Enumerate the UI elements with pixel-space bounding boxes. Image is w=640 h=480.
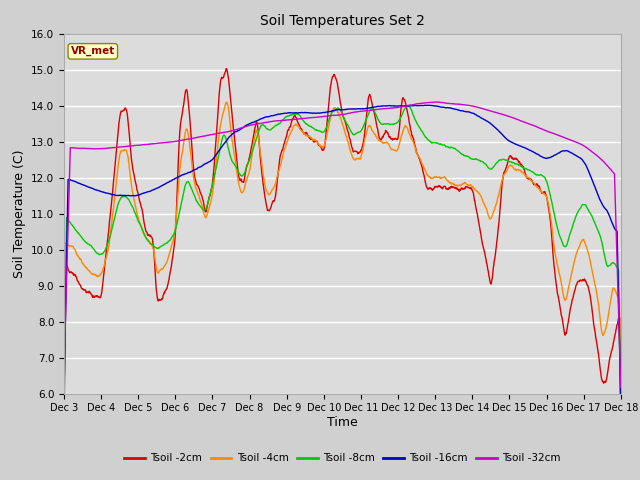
Legend: Tsoil -2cm, Tsoil -4cm, Tsoil -8cm, Tsoil -16cm, Tsoil -32cm: Tsoil -2cm, Tsoil -4cm, Tsoil -8cm, Tsoi…	[120, 449, 564, 468]
Y-axis label: Soil Temperature (C): Soil Temperature (C)	[13, 149, 26, 278]
Text: VR_met: VR_met	[70, 46, 115, 57]
Title: Soil Temperatures Set 2: Soil Temperatures Set 2	[260, 14, 425, 28]
X-axis label: Time: Time	[327, 416, 358, 429]
